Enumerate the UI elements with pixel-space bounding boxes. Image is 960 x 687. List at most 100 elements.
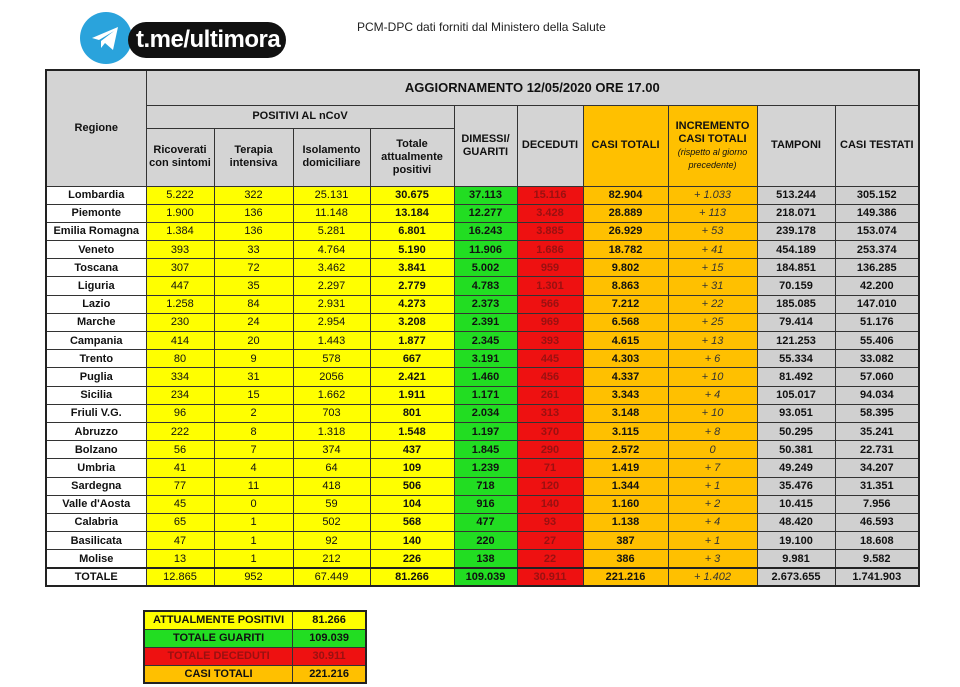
cell-dimessi: 1.239 (453, 458, 518, 478)
cell-casi-testati: 33.082 (834, 349, 920, 369)
cell-tamponi: 121.253 (756, 330, 836, 351)
logo-text: t.me/ultimora (128, 22, 286, 58)
cell-deceduti: 27 (516, 531, 584, 551)
cell-ricoverati: 80 (145, 349, 215, 369)
cell-regione: Calabria (45, 512, 147, 533)
cell-casi-testati: 35.241 (834, 421, 920, 442)
cell-deceduti: 1.301 (516, 276, 584, 296)
cell-regione: Sardegna (45, 476, 147, 496)
cell-deceduti: 370 (516, 421, 584, 442)
cell-casi-testati: 31.351 (834, 476, 920, 496)
logo: t.me/ultimora (80, 12, 290, 66)
table-row: Bolzano 56 7 374 437 1.845 290 2.572 0 50.381 22.7… (45, 440, 920, 460)
table-row: Campania 414 20 1.443 1.877 2.345 393 4.615 + 13… (45, 330, 920, 351)
cell-casi-totali: 1.138 (582, 512, 669, 533)
cell-dimessi: 1.460 (453, 367, 518, 387)
cell-dimessi: 916 (453, 494, 518, 514)
cell-totale-positivi: 5.190 (369, 240, 455, 260)
cell-totale-positivi: 568 (369, 512, 455, 533)
cell-isolamento: 418 (292, 476, 371, 496)
table-row: Umbria 41 4 64 109 1.239 71 1.419 + 7 49.249 34.20… (45, 458, 920, 478)
cell-incremento: + 22 (667, 294, 758, 314)
cell-casi-testati: 42.200 (834, 276, 920, 296)
cell-totale-positivi: 81.266 (369, 566, 455, 587)
cell-casi-testati: 94.034 (834, 385, 920, 405)
summary-value: 81.266 (292, 610, 367, 630)
cell-incremento: + 25 (667, 312, 758, 333)
table-row: Emilia Romagna 1.384 136 5.281 6.801 16.243 3.… (45, 221, 920, 242)
cell-terapia: 20 (213, 330, 294, 351)
cell-ricoverati: 447 (145, 276, 215, 296)
cell-tamponi: 105.017 (756, 385, 836, 405)
cell-regione: Puglia (45, 367, 147, 387)
cell-casi-testati: 51.176 (834, 312, 920, 333)
cell-incremento: + 10 (667, 403, 758, 423)
cell-regione: Liguria (45, 276, 147, 296)
cell-isolamento: 2.931 (292, 294, 371, 314)
cell-ricoverati: 41 (145, 458, 215, 478)
cell-terapia: 952 (213, 566, 294, 587)
cell-regione: Valle d'Aosta (45, 494, 147, 514)
header-positivi: POSITIVI AL nCoV (145, 104, 455, 129)
cell-incremento: + 8 (667, 421, 758, 442)
cell-casi-testati: 9.582 (834, 549, 920, 569)
cell-isolamento: 4.764 (292, 240, 371, 260)
cell-incremento: + 3 (667, 549, 758, 569)
cell-isolamento: 5.281 (292, 221, 371, 242)
table-row: Veneto 393 33 4.764 5.190 11.906 1.686 18.782 + … (45, 240, 920, 260)
cell-regione: Veneto (45, 240, 147, 260)
cell-isolamento: 1.443 (292, 330, 371, 351)
table-row: Puglia 334 31 2056 2.421 1.460 456 4.337 + 10 81.… (45, 367, 920, 387)
cell-ricoverati: 56 (145, 440, 215, 460)
cell-casi-testati: 22.731 (834, 440, 920, 460)
cell-tamponi: 9.981 (756, 549, 836, 569)
cell-isolamento: 1.662 (292, 385, 371, 405)
cell-terapia: 1 (213, 531, 294, 551)
header-deceduti: DECEDUTI (516, 104, 584, 187)
cell-isolamento: 2.297 (292, 276, 371, 296)
header-terapia: Terapia intensiva (213, 127, 294, 187)
cell-incremento: + 41 (667, 240, 758, 260)
cell-casi-totali: 4.615 (582, 330, 669, 351)
cell-ricoverati: 77 (145, 476, 215, 496)
cell-casi-totali: 82.904 (582, 185, 669, 205)
cell-incremento: + 1 (667, 531, 758, 551)
cell-totale-positivi: 506 (369, 476, 455, 496)
cell-isolamento: 59 (292, 494, 371, 514)
cell-terapia: 33 (213, 240, 294, 260)
cell-isolamento: 502 (292, 512, 371, 533)
cell-regione: Basilicata (45, 531, 147, 551)
cell-casi-testati: 55.406 (834, 330, 920, 351)
cell-dimessi: 109.039 (453, 566, 518, 587)
cell-terapia: 31 (213, 367, 294, 387)
cell-incremento: + 1 (667, 476, 758, 496)
regional-data-table: Regione AGGIORNAMENTO 12/05/2020 ORE 17.… (45, 69, 921, 587)
cell-isolamento: 374 (292, 440, 371, 460)
source-note: PCM-DPC dati forniti dal Ministero della… (357, 20, 606, 34)
cell-incremento: + 6 (667, 349, 758, 369)
cell-casi-totali: 221.216 (582, 566, 669, 587)
cell-terapia: 0 (213, 494, 294, 514)
incremento-label: INCREMENTO CASI TOTALI (675, 119, 750, 145)
cell-casi-totali: 387 (582, 531, 669, 551)
cell-terapia: 1 (213, 549, 294, 569)
table-row: Trento 80 9 578 667 3.191 445 4.303 + 6 55.334 33.… (45, 349, 920, 369)
cell-incremento: + 2 (667, 494, 758, 514)
cell-casi-totali: 8.863 (582, 276, 669, 296)
cell-ricoverati: 5.222 (145, 185, 215, 205)
cell-totale-positivi: 3.208 (369, 312, 455, 333)
cell-ricoverati: 1.900 (145, 203, 215, 223)
cell-totale-positivi: 6.801 (369, 221, 455, 242)
cell-incremento: + 4 (667, 512, 758, 533)
table-row: Friuli V.G. 96 2 703 801 2.034 313 3.148 + 10 93.… (45, 403, 920, 423)
cell-incremento: + 31 (667, 276, 758, 296)
cell-incremento: + 1.033 (667, 185, 758, 205)
cell-incremento: 0 (667, 440, 758, 460)
cell-totale-positivi: 1.911 (369, 385, 455, 405)
header-testati: CASI TESTATI (834, 104, 920, 187)
cell-isolamento: 92 (292, 531, 371, 551)
cell-ricoverati: 12.865 (145, 566, 215, 587)
cell-incremento: + 10 (667, 367, 758, 387)
summary-row: TOTALE GUARITI 109.039 (143, 628, 367, 648)
cell-tamponi: 10.415 (756, 494, 836, 514)
